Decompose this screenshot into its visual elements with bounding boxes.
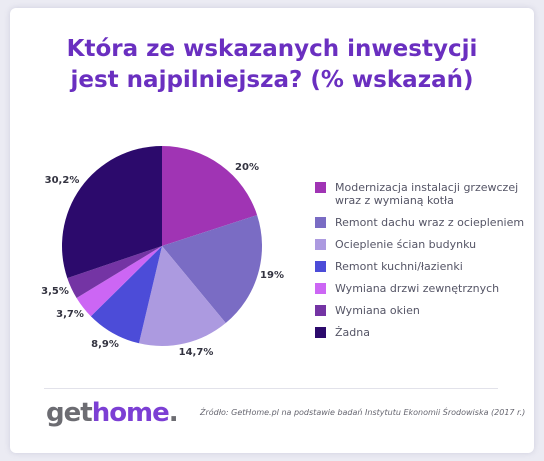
legend-swatch: [315, 327, 326, 338]
slice-label-3: 14,7%: [179, 347, 214, 358]
legend-item-4: Remont kuchni/łazienki: [313, 260, 528, 273]
slice-label-6: 3,5%: [41, 286, 69, 297]
logo-home: home: [91, 398, 170, 428]
pie-slice-6: [67, 246, 162, 298]
title-line-2: jest najpilniejsza? (% wskazań): [70, 67, 474, 93]
legend-item-7: Żadna: [313, 326, 528, 339]
slice-label-5: 3,7%: [56, 309, 84, 320]
legend-swatch: [315, 261, 326, 272]
slice-label-7: 30,2%: [45, 175, 80, 186]
title-line-1: Która ze wskazanych inwestycji: [66, 36, 478, 62]
legend-item-6: Wymiana okien: [313, 304, 528, 317]
legend-label: Wymiana okien: [335, 304, 420, 317]
footer-divider: [44, 388, 498, 389]
pie-slice-4: [90, 246, 162, 344]
legend-item-2: Remont dachu wraz z ociepleniem: [313, 216, 528, 229]
legend-label: Żadna: [335, 326, 370, 339]
legend-item-5: Wymiana drzwi zewnętrznych: [313, 282, 528, 295]
chart-title: Która ze wskazanych inwestycji jest najp…: [0, 34, 544, 96]
slice-label-4: 8,9%: [91, 339, 119, 350]
legend-swatch: [315, 182, 326, 193]
chart-legend: Modernizacja instalacji grzewczej wraz z…: [313, 181, 528, 348]
legend-swatch: [315, 305, 326, 316]
pie-slice-2: [162, 215, 262, 324]
legend-label: Wymiana drzwi zewnętrznych: [335, 282, 500, 295]
pie-slice-7: [61, 146, 162, 279]
slice-label-1: 20%: [235, 162, 259, 173]
pie-slice-3: [138, 246, 226, 346]
pie-slice-1: [162, 146, 258, 246]
legend-label: Remont kuchni/łazienki: [335, 260, 463, 273]
logo-dot: .: [168, 398, 179, 428]
legend-swatch: [315, 283, 326, 294]
legend-label: Ocieplenie ścian budynku: [335, 238, 477, 251]
logo-get: get: [46, 398, 93, 428]
legend-item-3: Ocieplenie ścian budynku: [313, 238, 528, 251]
gethome-logo[interactable]: gethome.: [46, 398, 179, 428]
legend-label: Modernizacja instalacji grzewczej wraz z…: [335, 181, 519, 207]
legend-swatch: [315, 239, 326, 250]
legend-swatch: [315, 217, 326, 228]
source-note: Źródło: GetHome.pl na podstawie badań In…: [200, 408, 526, 417]
legend-item-1: Modernizacja instalacji grzewczej wraz z…: [313, 181, 528, 207]
legend-label: Remont dachu wraz z ociepleniem: [335, 216, 525, 229]
pie-slice-5: [76, 246, 162, 317]
slice-label-2: 19%: [260, 270, 284, 281]
